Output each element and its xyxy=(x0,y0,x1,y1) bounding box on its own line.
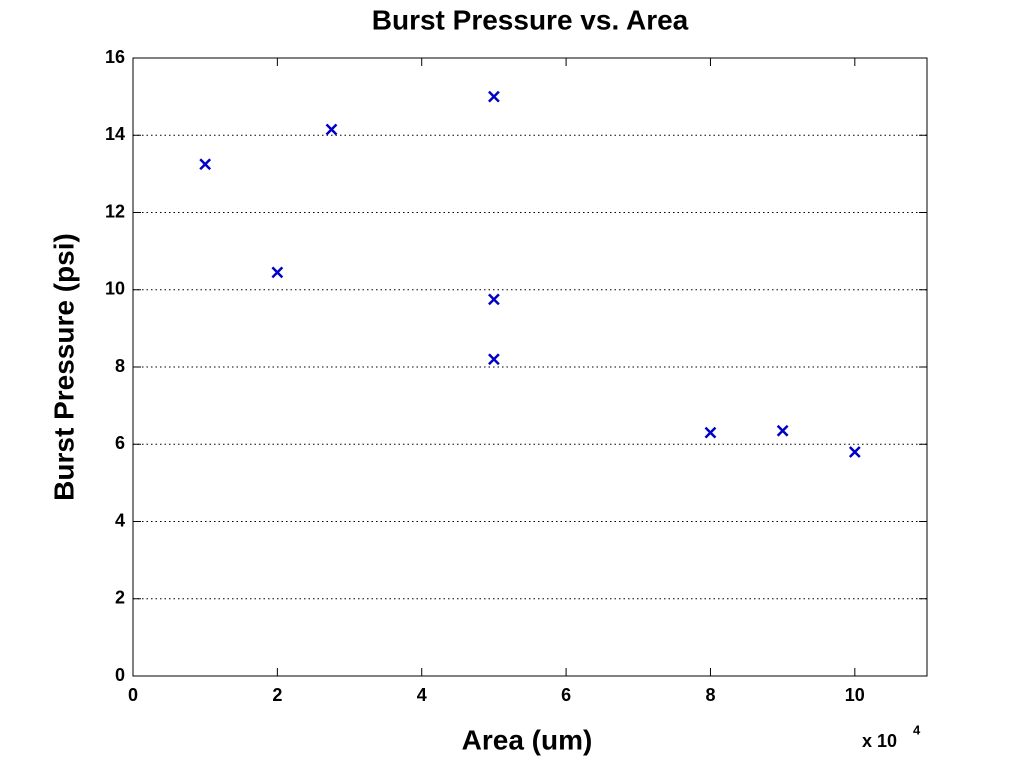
x-tick-label: 6 xyxy=(561,685,571,705)
x-multiplier: x 10 xyxy=(862,731,897,751)
scatter-point xyxy=(488,90,500,103)
x-tick-label: 10 xyxy=(845,685,865,705)
y-tick-label: 16 xyxy=(105,47,125,67)
scatter-point xyxy=(325,123,338,136)
scatter-point xyxy=(488,293,500,306)
y-tick-label: 4 xyxy=(115,510,125,530)
x-tick-label: 2 xyxy=(272,685,282,705)
scatter-point xyxy=(776,424,789,437)
scatter-point xyxy=(848,446,861,458)
y-tick-label: 12 xyxy=(105,201,125,221)
x-tick-label: 0 xyxy=(128,685,138,705)
x-axis-label: Area (um) xyxy=(462,724,593,755)
chart-title: Burst Pressure vs. Area xyxy=(372,4,689,35)
y-tick-label: 0 xyxy=(115,665,125,685)
x-tick-label: 4 xyxy=(417,685,427,705)
y-tick-label: 8 xyxy=(115,356,125,376)
y-tick-label: 10 xyxy=(105,279,125,299)
y-tick-label: 6 xyxy=(115,433,125,453)
x-tick-label: 8 xyxy=(705,685,715,705)
scatter-point xyxy=(704,426,717,439)
scatter-point xyxy=(488,353,500,366)
y-tick-label: 2 xyxy=(115,588,125,608)
scatter-point xyxy=(271,266,284,279)
scatter-point xyxy=(199,158,212,171)
y-tick-label: 14 xyxy=(105,124,125,144)
x-multiplier-exponent: 4 xyxy=(913,722,921,737)
y-axis-label: Burst Pressure (psi) xyxy=(48,233,79,501)
